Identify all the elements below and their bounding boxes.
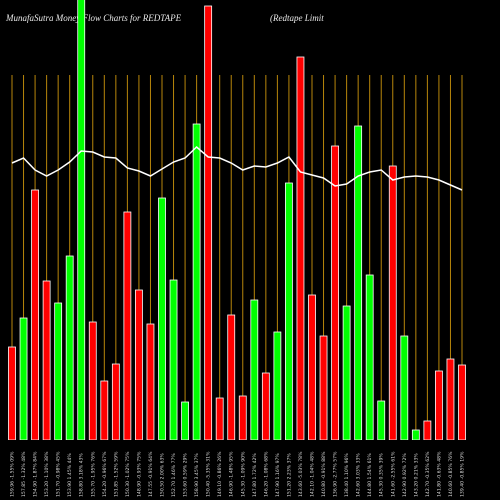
x-tick-label: 151.70 -0.98% 45% [56,451,62,497]
bar [227,314,236,440]
bar [8,346,16,440]
x-tick-label: 143.20 0.21% 33% [413,453,419,497]
bar [354,125,363,440]
x-tick-label: 150.30 -1.02% 75% [125,451,131,497]
bar [135,289,143,440]
bar [377,400,386,440]
bar [65,255,74,440]
bar [458,364,466,440]
x-tick-label: 155.70 -1.95% 76% [90,451,96,497]
x-tick-label: 157.85 -1.32% 48% [21,451,27,497]
bar [192,123,201,440]
x-tick-label: 152.70 1.46% 77% [171,453,177,497]
bar [435,370,443,440]
x-tick-label: 151.20 2.23% 37% [286,453,292,497]
x-tick-label: 136.90 -2.77% 57% [333,451,339,497]
bar [169,279,178,440]
x-tick-label: 148.90 -0.93% 75% [136,451,142,497]
bar [77,0,86,440]
bar [365,274,374,440]
x-tick-label: 147.90 1.16% 97% [275,453,281,497]
bar [158,197,166,440]
lines [11,145,463,191]
bar [54,302,63,440]
x-tick-label: 158.80 3.18% 43% [79,453,85,497]
x-tick-label: 138.40 1.10% 96% [344,453,350,497]
bar [215,397,224,440]
x-tick-label: 154.90 -1.87% 84% [33,451,39,497]
x-tick-label: 140.60 -0.85% 76% [448,451,454,497]
bar [181,401,189,440]
x-tick-label: 142.60 3.03% 33% [356,453,362,497]
bar [42,280,51,440]
bar [423,420,432,440]
bar [111,363,120,440]
bar [146,323,155,440]
bar [273,331,282,440]
x-tick-label: 153.20 -1.10% 38% [44,451,50,497]
x-tick-label: 140.80 -0.91% 88% [321,451,327,497]
x-tick-label: 142.70 -0.35% 62% [425,451,431,497]
bar [261,372,270,440]
x-tick-label: 158.90 3.45% 37% [194,453,200,497]
bar [204,5,213,440]
bar [238,395,247,440]
bar [400,335,409,440]
x-tick-label: 150.40 -5.35% 31% [206,451,212,497]
price-line [11,145,463,191]
bar [100,380,109,440]
x-tick-label: 153.60 0.59% 29% [183,453,189,497]
x-labels: 159.96 -1.55% 09% 157.85 -1.32% 48% 154.90… [10,451,466,497]
bar [308,294,316,440]
x-tick-label: 154.20 -0.96% 67% [102,451,108,497]
bar [19,317,28,440]
x-tick-label: 141.80 -0.63% 48% [436,451,442,497]
x-tick-label: 143.60 -5.03% 78% [298,451,304,497]
x-tick-label: 146.90 -1.48% 95% [229,451,235,497]
x-tick-label: 147.80 1.72% 42% [252,453,258,497]
bar [319,335,328,440]
x-tick-label: 147.55 -0.91% 64% [148,451,154,497]
x-tick-label: 159.96 -1.55% 09% [10,451,16,497]
x-tick-label: 149.10 -0.86% 26% [217,451,223,497]
bar [446,358,455,440]
bar [331,145,339,440]
bar [388,165,397,440]
x-tick-label: 142.10 -1.04% 48% [310,451,316,497]
x-tick-label: 142.90 0.92% 72% [402,453,408,497]
bar [285,182,293,440]
x-tick-label: 145.30 0.35% 39% [379,453,385,497]
x-tick-label: 151.85 -1.52% 59% [113,451,119,497]
x-tick-label: 145.30 -1.09% 90% [240,451,246,497]
bar [411,429,420,440]
bar [250,299,259,440]
bar [123,211,132,440]
x-tick-label: 150.50 2.00% 63% [160,453,166,497]
bar [88,321,97,440]
x-tick-label: 153.90 1.45% 44% [67,453,73,497]
chart-title: MunafaSutra Money Flow Charts for REDTAP… [5,13,182,23]
chart-subtitle: (Redtape Limit [270,13,324,23]
x-tick-label: 144.80 1.54% 61% [367,453,373,497]
x-tick-label: 141.60 -2.55% 61% [390,451,396,497]
x-tick-label: 146.20 -1.08% 68% [263,451,269,497]
bar [342,305,351,440]
x-tick-label: 139.40 -0.85% 19% [460,451,466,497]
bar [31,189,39,440]
bar [296,56,305,440]
bars [8,0,466,440]
